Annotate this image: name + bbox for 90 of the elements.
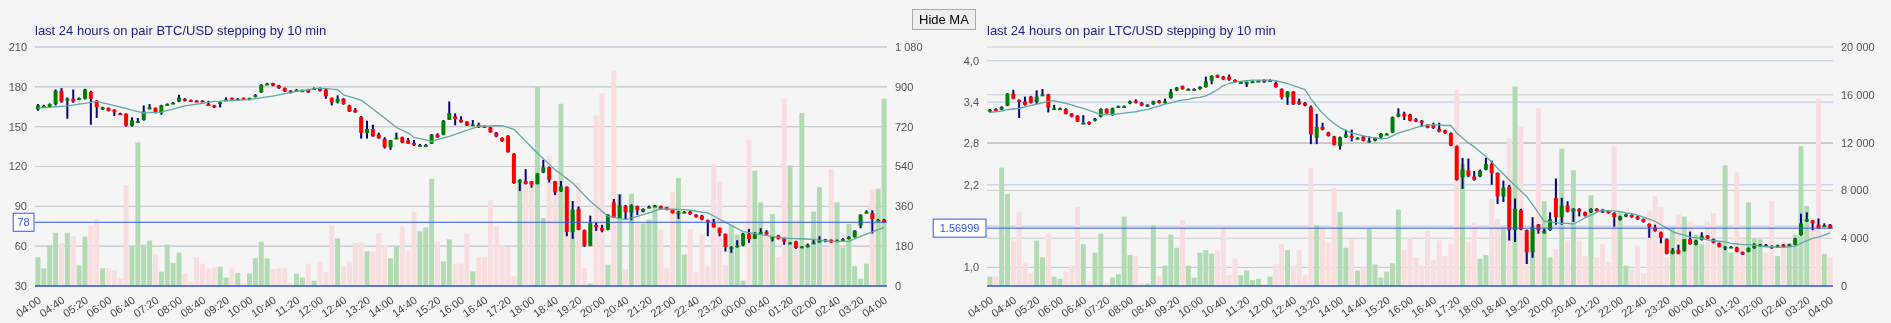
bar xyxy=(305,263,311,286)
bar xyxy=(517,181,523,286)
candlestick xyxy=(88,89,93,126)
candlestick xyxy=(1495,171,1500,206)
candlestick xyxy=(1553,177,1558,226)
bar xyxy=(1267,276,1273,286)
y-tick-label: 2,2 xyxy=(963,178,979,191)
y2-tick-label: 4 000 xyxy=(1841,232,1869,245)
bar xyxy=(1156,276,1162,286)
bar xyxy=(435,241,441,286)
candlestick xyxy=(1559,196,1564,226)
bar xyxy=(787,165,793,286)
y2-tick-label: 720 xyxy=(895,120,914,133)
y-tick-label: 180 xyxy=(8,80,27,93)
bar xyxy=(1080,244,1086,286)
y2-tick-label: 540 xyxy=(895,160,914,173)
candlestick xyxy=(1314,112,1319,146)
y-tick-label: 1,0 xyxy=(963,261,979,274)
y2-tick-label: 180 xyxy=(895,240,914,253)
y2-tick-label: 12 000 xyxy=(1841,136,1875,149)
bar xyxy=(605,264,611,286)
bar xyxy=(470,271,476,286)
bar xyxy=(993,276,999,286)
candlestick xyxy=(65,96,70,120)
candlestick xyxy=(1460,156,1465,190)
bar xyxy=(1535,107,1541,286)
y-tick-label: 90 xyxy=(14,200,27,213)
bar xyxy=(335,238,341,286)
bar xyxy=(229,267,235,286)
bar xyxy=(235,272,241,286)
bar xyxy=(1821,253,1827,286)
bar xyxy=(1180,220,1185,286)
bar xyxy=(769,214,775,286)
bar xyxy=(1285,250,1291,286)
bar xyxy=(1588,195,1594,286)
bar xyxy=(364,251,370,286)
bar xyxy=(1349,239,1355,286)
candlestick xyxy=(1466,157,1471,179)
candlestick xyxy=(1017,98,1022,119)
bar xyxy=(1565,240,1571,286)
bar xyxy=(70,236,76,286)
candlestick xyxy=(1489,159,1494,186)
y-tick-label: 30 xyxy=(14,279,27,292)
y2-tick-label: 20 000 xyxy=(1841,40,1875,53)
bar xyxy=(558,103,564,286)
y-tick-label: 4,0 xyxy=(963,54,979,67)
bar xyxy=(58,243,64,286)
bar xyxy=(1780,241,1786,286)
y2-tick-label: 0 xyxy=(1841,279,1848,292)
y-tick-label: 60 xyxy=(14,240,27,253)
line-series xyxy=(37,87,885,243)
candlestick xyxy=(588,214,593,248)
ref-line-label: 78 xyxy=(17,216,30,229)
candlestick xyxy=(617,193,622,220)
bar xyxy=(1553,248,1559,286)
y2-tick-label: 360 xyxy=(895,200,914,213)
bar xyxy=(987,276,993,286)
bar xyxy=(1570,170,1576,286)
bar xyxy=(1314,225,1320,286)
bar xyxy=(1775,256,1781,286)
bar xyxy=(64,232,70,286)
y2-tick-label: 16 000 xyxy=(1841,88,1875,101)
ref-line-label: 1.56999 xyxy=(939,222,980,235)
y2-tick-label: 900 xyxy=(895,80,914,93)
bar xyxy=(634,223,640,286)
bar xyxy=(746,139,752,286)
bar xyxy=(1355,270,1361,286)
y2-tick-label: 1 080 xyxy=(895,40,923,53)
candlestick xyxy=(870,209,875,235)
chart-title: last 24 hours on pair BTC/USD stepping by 10 min xyxy=(35,23,327,38)
bar xyxy=(1360,266,1366,286)
bar xyxy=(1827,257,1833,286)
line-series xyxy=(989,79,1831,249)
y-tick-label: 120 xyxy=(8,160,27,173)
bar xyxy=(623,268,629,286)
candlestick xyxy=(359,115,364,140)
bar xyxy=(611,70,617,286)
y-tick-label: 2,8 xyxy=(963,137,979,150)
y2-tick-label: 8 000 xyxy=(1841,184,1869,197)
y-tick-label: 3,4 xyxy=(963,96,979,109)
toggle-button[interactable]: Hide MA xyxy=(912,9,976,30)
bar xyxy=(152,254,158,286)
bar xyxy=(764,232,770,286)
chart-title: last 24 hours on pair LTC/USD stepping by 10 min xyxy=(987,23,1276,38)
bar xyxy=(1500,227,1506,286)
bar xyxy=(1045,233,1051,286)
y-tick-label: 150 xyxy=(8,120,27,133)
y-tick-label: 210 xyxy=(8,40,27,53)
y2-tick-label: 0 xyxy=(895,279,902,292)
bar xyxy=(100,268,106,286)
